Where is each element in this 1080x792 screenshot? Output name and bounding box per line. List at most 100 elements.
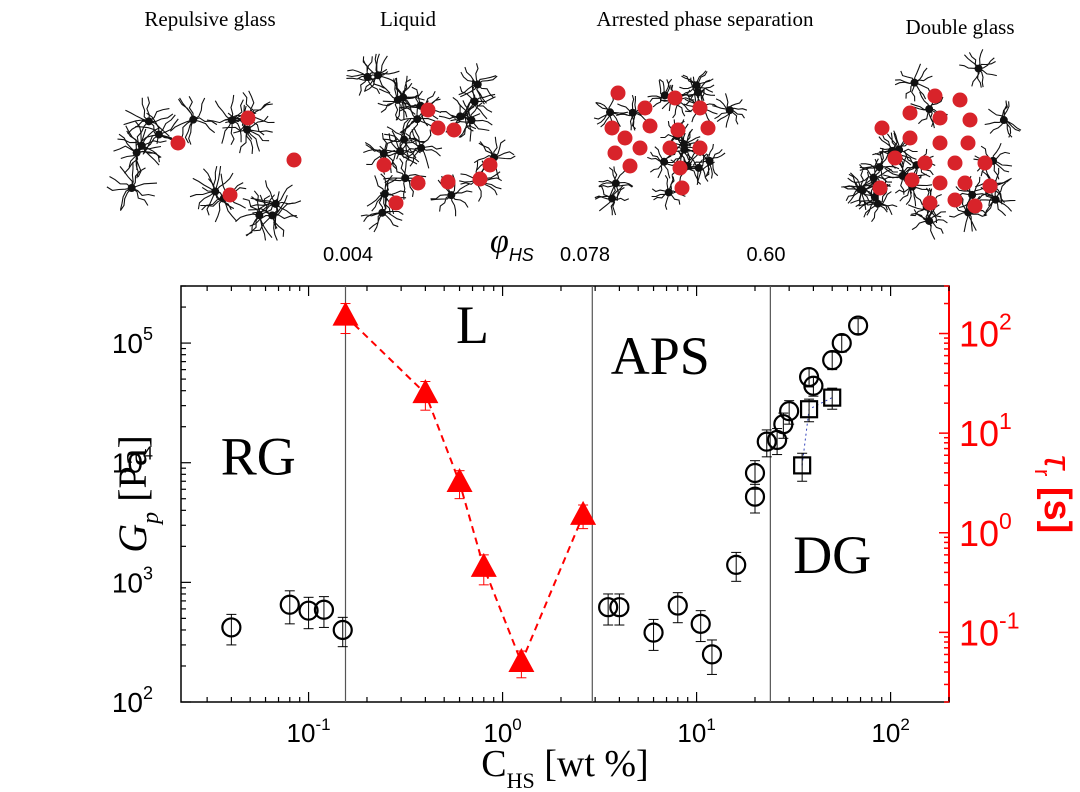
colloid-particle — [962, 112, 978, 128]
data-point-square — [799, 400, 819, 419]
panel-liquid — [346, 53, 516, 233]
colloid-particle — [472, 171, 488, 187]
colloid-particle — [610, 85, 626, 101]
polymer-arms — [357, 53, 400, 94]
plot-area: 10-1 100 101 102 102 103 104 105 10-1 100 101 102 RG… — [112, 285, 1020, 748]
panel-repulsive-glass — [106, 90, 302, 241]
polymer-arms — [169, 96, 218, 145]
polymer-arms — [360, 192, 404, 233]
colloid-particle — [960, 135, 976, 151]
colloid-particle — [642, 118, 658, 134]
data-point-circle — [848, 315, 869, 336]
data-point-circle — [598, 597, 619, 618]
data-point-circle — [701, 644, 723, 665]
polymer-arms — [681, 153, 715, 186]
y-right-label-sub: r — [1030, 469, 1055, 476]
colloid-particle — [670, 122, 686, 138]
polymer-arms — [598, 166, 634, 201]
colloid-particle — [617, 130, 633, 146]
data-point-triangle — [332, 301, 359, 326]
phi-value-1: 0.004 — [323, 244, 373, 266]
y-left-tick-label: 102 — [112, 683, 153, 718]
polymer-arms — [106, 162, 158, 212]
y-right-tick-label: 101 — [959, 408, 1012, 454]
colloid-particle — [604, 120, 620, 136]
polymer-arms — [594, 182, 630, 216]
polymer-arms — [123, 96, 174, 144]
colloid-particle — [222, 187, 238, 203]
colloid-particle — [692, 100, 708, 116]
polymer-arms — [459, 160, 502, 202]
polymer-arms — [113, 128, 162, 179]
colloid-particle — [977, 155, 993, 171]
phi-value-3: 0.60 — [747, 244, 786, 266]
polymer-arms — [224, 90, 275, 140]
colloid-particle — [917, 155, 933, 171]
polymer-arms — [984, 100, 1022, 138]
data-point-circle — [744, 462, 766, 484]
colloid-particle — [932, 110, 948, 126]
colloid-particle — [430, 120, 446, 136]
polymer-arms — [450, 100, 493, 142]
polymer-arms — [458, 63, 498, 105]
series-line-triangle — [344, 315, 585, 666]
panel-label-repulsive-glass: Repulsive glass — [144, 7, 275, 31]
y-left-axis-label: Gp [Pa] — [110, 435, 164, 553]
x-axis-label: CHS [wt %] — [481, 743, 648, 792]
colloid-particle — [607, 145, 623, 161]
schematic-illustrations — [106, 49, 1022, 241]
data-point-circle — [756, 431, 777, 452]
polymer-arms — [377, 78, 418, 121]
colloid-particle — [700, 120, 716, 136]
polymer-arms — [189, 165, 235, 216]
data-point-triangle — [570, 500, 597, 525]
colloid-particle — [872, 180, 888, 196]
colloid-particle — [932, 135, 948, 151]
phi-hs-label: φHS — [490, 223, 534, 265]
data-point-square — [793, 456, 812, 475]
data-point-circle — [298, 600, 319, 621]
colloid-particle — [927, 88, 943, 104]
data-point-circle — [221, 617, 242, 638]
colloid-particle — [922, 195, 938, 211]
polymer-arms — [249, 180, 302, 230]
data-point-circle — [313, 599, 335, 620]
y-left-tick-label: 105 — [112, 324, 153, 359]
colloid-particle — [482, 157, 498, 173]
y-left-label-main: G — [110, 524, 155, 553]
panel-double-glass — [841, 49, 1022, 240]
x-label-unit: [wt %] — [535, 743, 649, 785]
colloid-particle — [667, 90, 683, 106]
region-label-dg: DG — [793, 525, 871, 585]
data-point-triangle — [446, 468, 473, 493]
y-right-label-main: τ — [1036, 455, 1078, 472]
data-point-circle — [822, 350, 843, 371]
colloid-particle — [887, 150, 903, 166]
panel-label-double-glass: Double glass — [905, 15, 1014, 39]
y-right-axis-label: τr [s] — [1030, 455, 1078, 534]
data-point-circle — [643, 622, 664, 643]
colloid-particle — [440, 174, 456, 190]
region-label-rg: RG — [221, 426, 296, 486]
colloid-particle — [982, 178, 998, 194]
colloid-particle — [637, 100, 653, 116]
data-point-circle — [726, 554, 747, 575]
data-point-circle — [279, 594, 300, 615]
y-left-tick-label: 103 — [112, 563, 153, 598]
colloid-particle — [902, 105, 918, 121]
data-point-circle — [690, 613, 711, 634]
colloid-particle — [420, 102, 436, 118]
data-point-circle — [831, 332, 852, 354]
colloid-particle — [952, 92, 968, 108]
colloid-particle — [410, 175, 426, 191]
colloid-particle — [904, 172, 920, 188]
x-label-main: C — [481, 743, 506, 785]
y-right-label-unit: [s] — [1036, 476, 1078, 533]
polymer-arms — [679, 70, 714, 103]
data-point-circle — [609, 597, 630, 618]
colloid-particle — [376, 157, 392, 173]
colloid-particle — [902, 130, 918, 146]
colloid-particle — [967, 198, 983, 214]
data-point-triangle — [470, 552, 497, 577]
colloid-particle — [446, 122, 462, 138]
